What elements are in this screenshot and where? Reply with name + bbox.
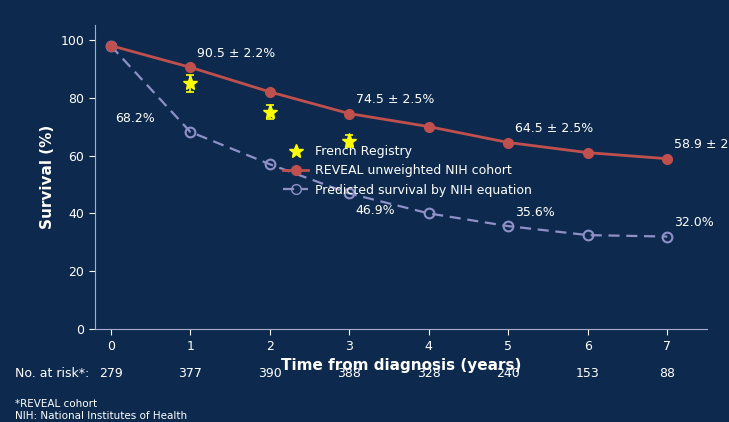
Text: 74.5 ± 2.5%: 74.5 ± 2.5% (356, 93, 434, 106)
Text: 153: 153 (576, 367, 600, 380)
Text: 32.0%: 32.0% (674, 216, 714, 229)
X-axis label: Time from diagnosis (years): Time from diagnosis (years) (281, 358, 521, 373)
Text: NIH: National Institutes of Health: NIH: National Institutes of Health (15, 411, 187, 422)
Text: 388: 388 (338, 367, 361, 380)
Text: 377: 377 (179, 367, 202, 380)
Text: 240: 240 (496, 367, 521, 380)
Text: 68.2%: 68.2% (114, 111, 155, 124)
Y-axis label: Survival (%): Survival (%) (40, 125, 55, 230)
Text: 64.5 ± 2.5%: 64.5 ± 2.5% (515, 122, 593, 135)
Text: 88: 88 (659, 367, 675, 380)
Text: 390: 390 (258, 367, 281, 380)
Legend: French Registry, REVEAL unweighted NIH cohort, Predicted survival by NIH equatio: French Registry, REVEAL unweighted NIH c… (278, 140, 537, 202)
Text: 35.6%: 35.6% (515, 206, 555, 219)
Text: *REVEAL cohort: *REVEAL cohort (15, 399, 97, 409)
Text: No. at risk*:: No. at risk*: (15, 367, 89, 380)
Text: 328: 328 (417, 367, 440, 380)
Text: 90.5 ± 2.2%: 90.5 ± 2.2% (197, 47, 275, 60)
Text: 279: 279 (99, 367, 122, 380)
Text: 58.9 ± 2.7%: 58.9 ± 2.7% (674, 138, 729, 151)
Text: 46.9%: 46.9% (356, 203, 395, 216)
